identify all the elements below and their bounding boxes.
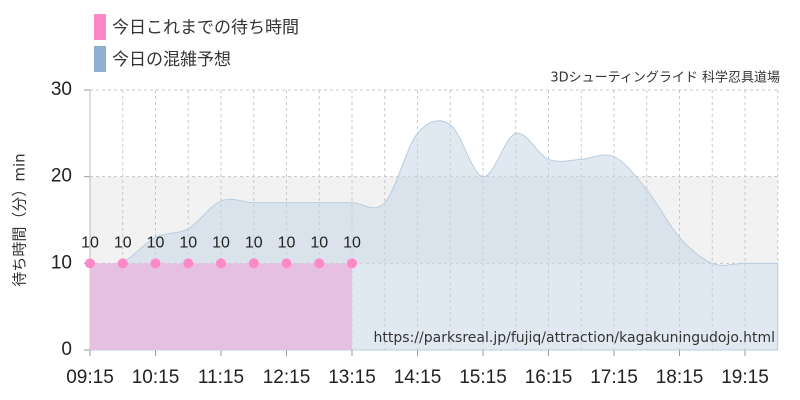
x-tick-label: 13:15 (328, 367, 376, 388)
y-tick-label: 0 (61, 339, 72, 360)
actual-area (90, 263, 352, 350)
data-label: 10 (147, 235, 165, 252)
point (248, 258, 259, 269)
data-label: 10 (245, 235, 263, 252)
x-tick-label: 12:15 (263, 367, 311, 388)
y-tick-label: 10 (51, 252, 72, 273)
data-label: 10 (114, 235, 132, 252)
data-label: 10 (310, 235, 328, 252)
y-tick-label: 20 (51, 166, 72, 187)
point (281, 258, 292, 269)
data-label: 10 (212, 235, 230, 252)
legend-swatch (94, 14, 106, 40)
legend-label: 今日これまでの待ち時間 (112, 18, 299, 38)
point (117, 258, 128, 269)
x-tick-label: 14:15 (394, 367, 442, 388)
x-tick-label: 17:15 (590, 367, 638, 388)
point (183, 258, 194, 269)
point (150, 258, 161, 269)
x-tick-label: 15:15 (459, 367, 507, 388)
data-label: 10 (343, 235, 361, 252)
legend-swatch (94, 46, 106, 72)
subtitle: 3Dシューティングライド 科学忍具道場 (550, 70, 780, 86)
watermark: https://parksreal.jp/fujiq/attraction/ka… (374, 330, 775, 346)
x-tick-label: 11:15 (198, 367, 244, 388)
point (216, 258, 226, 269)
x-tick-label: 16:15 (525, 367, 573, 388)
data-label: 10 (179, 235, 197, 252)
point (314, 258, 325, 269)
data-label: 10 (81, 235, 99, 252)
data-label: 10 (278, 235, 296, 252)
legend-label: 今日の混雑予想 (112, 50, 231, 70)
point (347, 258, 357, 269)
x-tick-label: 18:15 (656, 367, 704, 388)
x-tick-label: 09:15 (66, 367, 114, 388)
point (85, 258, 95, 269)
y-tick-label: 30 (51, 79, 72, 100)
y-axis-label: 待ち時間（分）min (11, 153, 29, 286)
x-tick-label: 19:15 (721, 367, 769, 388)
x-tick-label: 10:15 (132, 367, 180, 388)
